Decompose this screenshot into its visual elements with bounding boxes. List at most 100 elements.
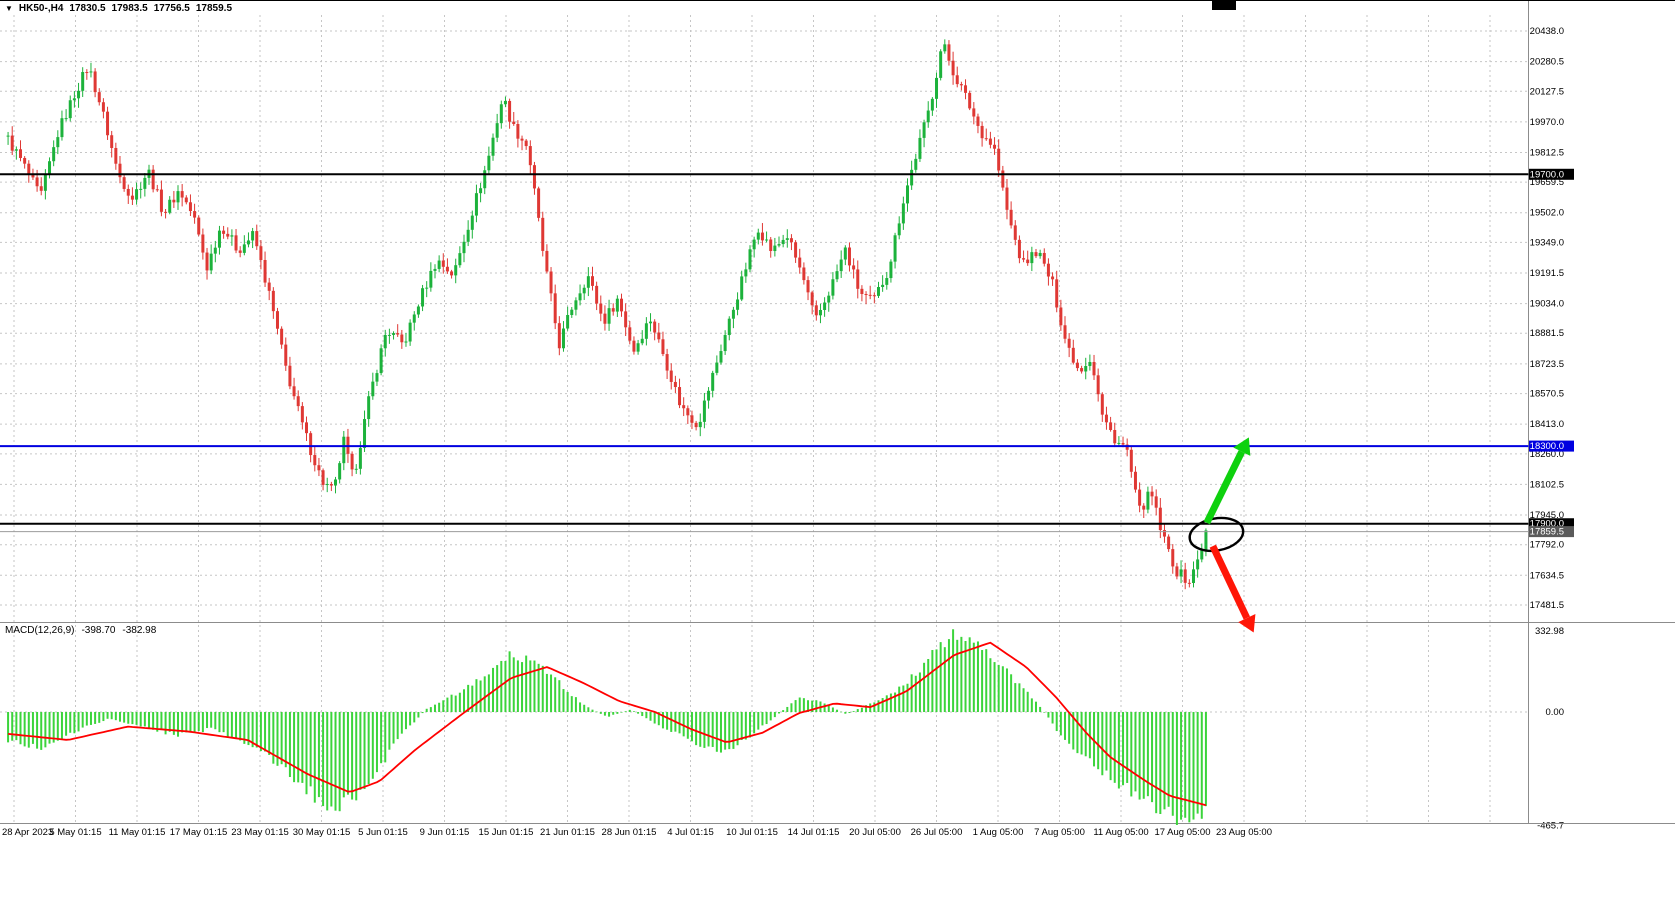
macd-histogram-bar xyxy=(1188,712,1191,823)
price-tick-label: 20280.5 xyxy=(1530,57,1564,68)
candle-body xyxy=(487,155,491,171)
symbol-period-label: HK50-,H4 xyxy=(18,3,64,14)
time-axis-label: 21 Jun 01:15 xyxy=(540,827,595,838)
candle-body xyxy=(10,135,14,151)
macd-histogram-bar xyxy=(139,712,142,727)
macd-histogram-bar xyxy=(359,712,362,790)
macd-histogram-bar xyxy=(960,636,963,712)
candle-body xyxy=(574,300,578,310)
macd-histogram-bar xyxy=(1163,712,1166,810)
symbol-dropdown-icon[interactable]: ▼ xyxy=(5,4,13,13)
macd-histogram-bar xyxy=(193,712,196,733)
macd-histogram-bar xyxy=(976,641,979,712)
candle-body xyxy=(259,246,263,261)
candle-body xyxy=(309,433,313,456)
macd-histogram-bar xyxy=(396,712,399,740)
macd-histogram-bar xyxy=(956,639,959,712)
candle-body xyxy=(77,90,81,99)
candle-body xyxy=(1096,375,1100,395)
axis-layer: 20438.0 20280.5 20127.5 19970.0 19812.5 19659… xyxy=(0,1,1675,838)
open-value: 17830.5 xyxy=(69,3,106,14)
macd-histogram-bar xyxy=(715,712,718,752)
candle-body xyxy=(582,287,586,294)
candle-body xyxy=(943,44,947,52)
candle-body xyxy=(404,341,408,343)
candle-body xyxy=(611,308,615,312)
macd-histogram-bar xyxy=(910,674,913,712)
macd-histogram-bar xyxy=(201,712,204,733)
macd-histogram-bar xyxy=(661,712,664,729)
macd-histogram-bar xyxy=(98,712,101,723)
macd-histogram-bar xyxy=(1084,712,1087,757)
bearish-arrow-shaft[interactable] xyxy=(1209,544,1250,620)
macd-histogram-bar xyxy=(881,698,884,712)
macd-histogram-bar xyxy=(375,712,378,773)
candle-body xyxy=(901,203,905,224)
candle-body xyxy=(503,100,507,105)
candle-body xyxy=(1022,258,1026,260)
bearish-arrow-head[interactable] xyxy=(1238,613,1256,633)
bullish-arrow-head[interactable] xyxy=(1233,437,1251,456)
candle-body xyxy=(188,202,192,212)
candle-body xyxy=(437,260,441,269)
bullish-arrow-shaft[interactable] xyxy=(1203,450,1245,525)
candle-body xyxy=(383,334,387,349)
candle-body xyxy=(798,257,802,268)
candle-body xyxy=(541,217,545,251)
macd-histogram-bar xyxy=(1175,712,1178,825)
macd-histogram-bar xyxy=(952,629,955,712)
macd-histogram-bar xyxy=(554,677,557,712)
time-axis-label: 30 May 01:15 xyxy=(293,827,351,838)
macd-histogram-bar xyxy=(110,712,113,720)
macd-histogram-bar xyxy=(765,712,768,725)
candle-body xyxy=(1017,239,1021,259)
macd-histogram-bar xyxy=(566,691,569,712)
macd-histogram-bar xyxy=(284,712,287,768)
time-axis-label: 9 Jun 01:15 xyxy=(420,827,470,838)
candle-body xyxy=(300,406,304,423)
candle-body xyxy=(532,165,536,189)
macd-histogram-bar xyxy=(1167,712,1170,807)
candle-body xyxy=(27,163,31,175)
candle-body xyxy=(242,244,246,253)
macd-histogram-bar xyxy=(964,640,967,712)
macd-histogram-bar xyxy=(1196,712,1199,814)
macd-histogram-bar xyxy=(1051,712,1054,724)
macd-histogram-bar xyxy=(69,712,72,733)
macd-histogram-bar xyxy=(185,712,188,733)
candle-body xyxy=(1038,252,1042,257)
macd-histogram-bar xyxy=(840,711,843,713)
macd-histogram-bar xyxy=(653,712,656,724)
close-value: 17859.5 xyxy=(195,3,233,14)
macd-histogram-bar xyxy=(707,712,710,747)
candle-body xyxy=(101,102,105,112)
macd-histogram-bar xyxy=(931,650,934,712)
macd-histogram-bar xyxy=(558,680,561,712)
macd-histogram-bar xyxy=(807,700,810,712)
macd-histogram-bar xyxy=(844,712,847,714)
macd-histogram-bar xyxy=(533,660,536,712)
macd-histogram-bar xyxy=(711,712,714,747)
candle-body xyxy=(1121,442,1125,445)
price-label-box xyxy=(1529,168,1574,180)
highlight-ellipse[interactable] xyxy=(1187,514,1246,555)
macd-histogram-bar xyxy=(313,712,316,803)
macd-histogram-bar xyxy=(525,655,528,712)
macd-histogram-bar xyxy=(827,704,830,712)
candle-body xyxy=(164,211,168,213)
candle-body xyxy=(632,340,636,352)
candle-body xyxy=(1204,530,1208,550)
candle-body xyxy=(85,72,89,74)
macd-histogram-bar xyxy=(131,712,134,725)
macd-histogram-bar xyxy=(1134,712,1137,792)
macd-histogram-bar xyxy=(458,692,461,712)
candle-body xyxy=(1162,530,1166,537)
candle-body xyxy=(993,144,997,149)
candle-body xyxy=(39,186,43,191)
candle-body xyxy=(665,354,669,371)
macd-histogram-bar xyxy=(1014,683,1017,712)
macd-histogram-bar xyxy=(475,679,478,712)
macd-histogram-bar xyxy=(599,712,602,714)
macd-histogram-bar xyxy=(1076,712,1079,754)
